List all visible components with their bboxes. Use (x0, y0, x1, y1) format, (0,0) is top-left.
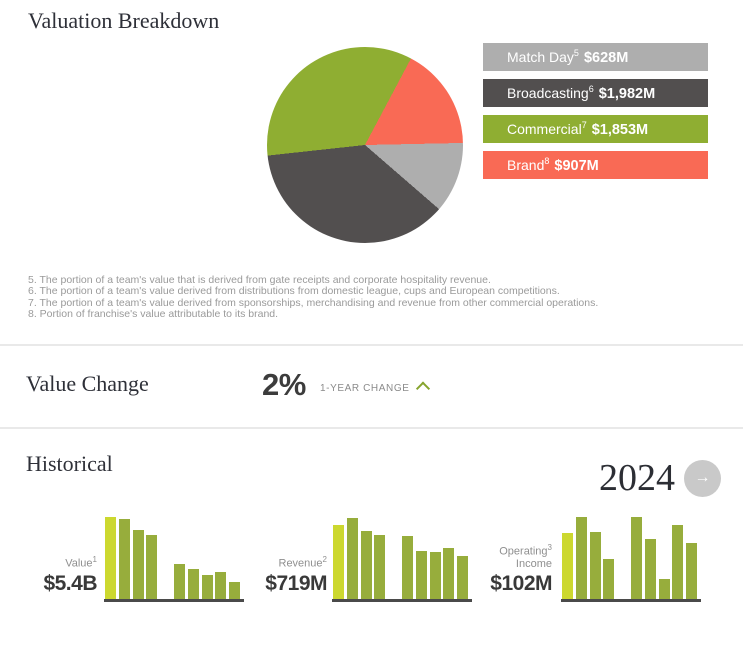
section-title-value-change: Value Change (26, 371, 149, 396)
bar (562, 533, 573, 600)
bar (443, 548, 454, 600)
bar (119, 519, 130, 600)
chart-baseline (332, 599, 472, 602)
footnote-line: 7. The portion of a team's value derived… (28, 296, 599, 309)
chart-baseline (104, 599, 244, 602)
bar (105, 517, 116, 600)
value-change-label: 1-YEAR CHANGE (320, 383, 410, 394)
historical-year: 2024 (599, 457, 675, 499)
bar (174, 564, 185, 600)
chart-current-value: $5.4B (43, 572, 97, 595)
bar (347, 518, 358, 600)
valuation-legend: Match Day5 $628M Broadcasting6 $1,982M Comme… (483, 43, 708, 187)
bar (645, 539, 656, 600)
footnote-ref: 8 (544, 156, 550, 167)
bar (361, 531, 372, 600)
bar (333, 525, 344, 600)
legend-value: $907M (554, 158, 599, 174)
bar (146, 535, 157, 600)
bar (374, 535, 385, 600)
historical-year-nav: 2024 → (599, 452, 721, 504)
chart-label: Revenue2 $719M (243, 554, 327, 596)
chart-current-value: $719M (265, 572, 327, 595)
chart-metric-name: Operating3 (499, 543, 552, 558)
section-divider (0, 344, 743, 346)
bar (457, 556, 468, 600)
chevron-up-icon (415, 381, 430, 396)
footnote-ref: 1 (92, 555, 97, 565)
bar (686, 543, 697, 600)
chart-metric-name: Value1 (65, 555, 97, 570)
legend-label: Commercial (507, 121, 582, 137)
chart-metric-name: Income (515, 558, 552, 570)
section-title-historical: Historical (26, 451, 113, 476)
legend-label: Broadcasting (507, 85, 589, 101)
value-change-meta: 1-YEAR CHANGE (320, 381, 430, 396)
footnote-ref: 7 (581, 120, 587, 131)
footnote-line: 6. The portion of a team's value derived… (28, 285, 560, 298)
next-year-button[interactable]: → (684, 459, 721, 497)
bar (603, 559, 614, 600)
chart-metric-name: Revenue2 (278, 555, 328, 570)
bar-chart (333, 515, 473, 600)
section-title-valuation-breakdown: Valuation Breakdown (28, 8, 220, 33)
legend-value: $1,982M (598, 86, 656, 102)
legend-item: Match Day5 $628M (483, 43, 708, 71)
legend-item: Broadcasting6 $1,982M (483, 79, 708, 107)
footnote-ref: 6 (588, 84, 594, 95)
footnote-line: 8. Portion of franchise's value attribut… (28, 308, 279, 321)
bar (590, 532, 601, 600)
chart-current-value: $102M (490, 572, 552, 595)
legend-item: Brand8 $907M (483, 151, 708, 179)
bar (430, 552, 441, 600)
legend-value: $628M (583, 50, 629, 66)
footnote-ref: 3 (547, 543, 552, 553)
footnote-ref: 2 (322, 555, 327, 565)
bar (631, 517, 642, 600)
footnote-ref: 5 (573, 48, 579, 59)
bar (672, 525, 683, 600)
bar (229, 582, 240, 600)
chart-label: Operating3 Income $102M (468, 542, 552, 596)
legend-value: $1,853M (591, 122, 649, 138)
chart-label: Value1 $5.4B (13, 554, 97, 596)
value-change-percent: 2% (262, 367, 306, 402)
chart-baseline (561, 599, 701, 602)
bar (416, 551, 427, 600)
bar (576, 517, 587, 600)
legend-label: Match Day (507, 49, 574, 65)
valuation-pie-chart (267, 47, 463, 243)
right-arrow-icon: → (694, 469, 711, 486)
valuation-footnotes: 5. The portion of a team's value that is… (28, 274, 599, 321)
bar (133, 530, 144, 600)
legend-label: Brand (507, 157, 545, 173)
bar (659, 579, 670, 600)
section-divider (0, 427, 743, 429)
bar (202, 575, 213, 600)
footnote-line: 5. The portion of a team's value that is… (28, 274, 491, 286)
bar-chart (562, 515, 702, 600)
bar (215, 572, 226, 600)
bar (402, 536, 413, 600)
bar-chart (105, 515, 245, 600)
legend-item: Commercial7 $1,853M (483, 115, 708, 143)
bar (188, 569, 199, 600)
